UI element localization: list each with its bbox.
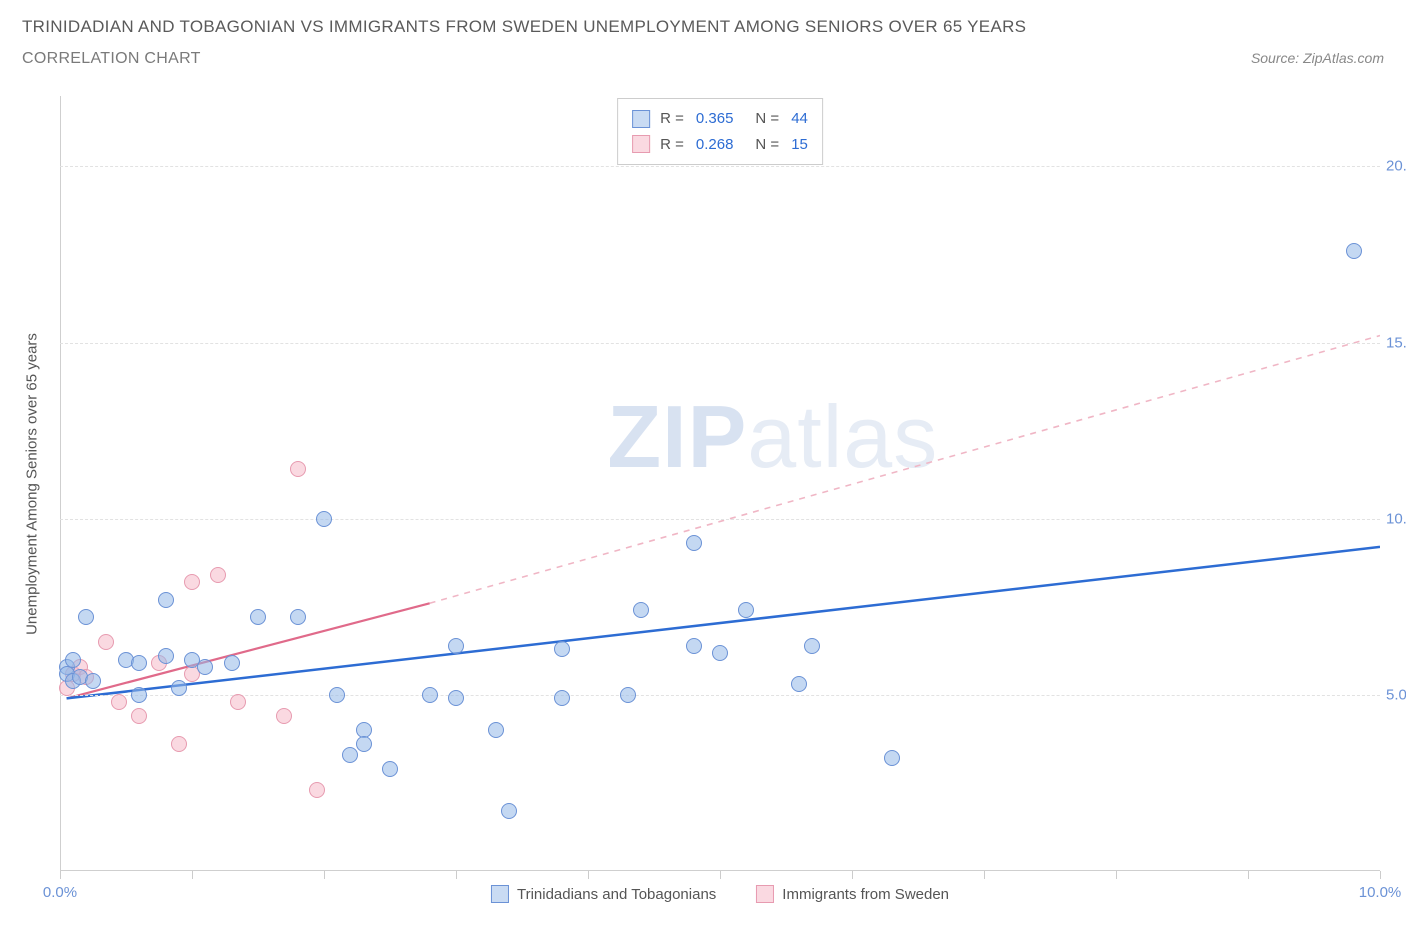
- data-point: [210, 567, 226, 583]
- data-point: [488, 722, 504, 738]
- data-point: [382, 761, 398, 777]
- n-value: 44: [791, 106, 808, 132]
- legend-series: Trinidadians and Tobagonians Immigrants f…: [491, 885, 949, 903]
- data-point: [554, 690, 570, 706]
- x-tick: [984, 871, 985, 879]
- data-point: [171, 680, 187, 696]
- data-point: [158, 648, 174, 664]
- data-point: [554, 641, 570, 657]
- x-tick: [60, 871, 61, 879]
- data-point: [501, 803, 517, 819]
- grid-line: [60, 519, 1380, 520]
- data-point: [448, 690, 464, 706]
- grid-line: [60, 695, 1380, 696]
- legend-swatch: [756, 885, 774, 903]
- trend-lines: [60, 96, 1380, 871]
- chart-header: TRINIDADIAN AND TOBAGONIAN VS IMMIGRANTS…: [0, 0, 1406, 68]
- data-point: [230, 694, 246, 710]
- y-axis-line: [60, 96, 61, 871]
- n-label: N =: [755, 132, 779, 158]
- watermark: ZIPatlas: [607, 386, 938, 488]
- data-point: [1346, 243, 1362, 259]
- data-point: [171, 736, 187, 752]
- r-label: R =: [660, 132, 684, 158]
- n-value: 15: [791, 132, 808, 158]
- subtitle-row: CORRELATION CHART Source: ZipAtlas.com: [22, 50, 1384, 68]
- data-point: [356, 736, 372, 752]
- data-point: [738, 602, 754, 618]
- data-point: [316, 511, 332, 527]
- data-point: [197, 659, 213, 675]
- y-tick-label: 20.0%: [1386, 158, 1406, 175]
- data-point: [131, 687, 147, 703]
- data-point: [884, 750, 900, 766]
- legend-row: R = 0.365 N = 44: [632, 106, 808, 132]
- legend-swatch: [632, 135, 650, 153]
- data-point: [98, 634, 114, 650]
- data-point: [158, 592, 174, 608]
- x-tick-label: 0.0%: [43, 884, 77, 901]
- x-tick: [720, 871, 721, 879]
- x-tick: [588, 871, 589, 879]
- data-point: [78, 609, 94, 625]
- data-point: [712, 645, 728, 661]
- data-point: [184, 574, 200, 590]
- data-point: [224, 655, 240, 671]
- trend-line: [67, 603, 430, 698]
- legend-series-item: Immigrants from Sweden: [756, 885, 949, 903]
- legend-correlation: R = 0.365 N = 44 R = 0.268 N = 15: [617, 98, 823, 165]
- legend-series-item: Trinidadians and Tobagonians: [491, 885, 716, 903]
- watermark-light: atlas: [747, 387, 938, 486]
- legend-series-label: Trinidadians and Tobagonians: [517, 886, 716, 903]
- data-point: [686, 535, 702, 551]
- data-point: [290, 609, 306, 625]
- x-tick: [1380, 871, 1381, 879]
- legend-swatch: [491, 885, 509, 903]
- data-point: [791, 676, 807, 692]
- watermark-bold: ZIP: [607, 387, 747, 486]
- x-tick: [192, 871, 193, 879]
- source-attribution: Source: ZipAtlas.com: [1251, 50, 1384, 66]
- x-tick: [324, 871, 325, 879]
- data-point: [276, 708, 292, 724]
- data-point: [686, 638, 702, 654]
- legend-series-label: Immigrants from Sweden: [782, 886, 949, 903]
- chart-area: Unemployment Among Seniors over 65 years…: [60, 96, 1380, 871]
- x-tick: [1116, 871, 1117, 879]
- data-point: [309, 782, 325, 798]
- data-point: [633, 602, 649, 618]
- data-point: [290, 461, 306, 477]
- data-point: [250, 609, 266, 625]
- chart-title: TRINIDADIAN AND TOBAGONIAN VS IMMIGRANTS…: [22, 14, 1384, 40]
- r-value: 0.268: [696, 132, 734, 158]
- y-tick-label: 5.0%: [1386, 686, 1406, 703]
- data-point: [85, 673, 101, 689]
- x-tick: [1248, 871, 1249, 879]
- data-point: [111, 694, 127, 710]
- chart-subtitle: CORRELATION CHART: [22, 50, 201, 68]
- x-tick-label: 10.0%: [1359, 884, 1402, 901]
- legend-row: R = 0.268 N = 15: [632, 132, 808, 158]
- legend-swatch: [632, 110, 650, 128]
- x-tick: [456, 871, 457, 879]
- y-tick-label: 15.0%: [1386, 334, 1406, 351]
- data-point: [422, 687, 438, 703]
- grid-line: [60, 166, 1380, 167]
- n-label: N =: [755, 106, 779, 132]
- data-point: [131, 655, 147, 671]
- data-point: [131, 708, 147, 724]
- y-axis-label: Unemployment Among Seniors over 65 years: [24, 333, 41, 635]
- data-point: [804, 638, 820, 654]
- x-tick: [852, 871, 853, 879]
- grid-line: [60, 343, 1380, 344]
- data-point: [342, 747, 358, 763]
- data-point: [65, 652, 81, 668]
- data-point: [448, 638, 464, 654]
- data-point: [620, 687, 636, 703]
- data-point: [329, 687, 345, 703]
- y-tick-label: 10.0%: [1386, 510, 1406, 527]
- r-label: R =: [660, 106, 684, 132]
- trend-line: [430, 336, 1380, 604]
- r-value: 0.365: [696, 106, 734, 132]
